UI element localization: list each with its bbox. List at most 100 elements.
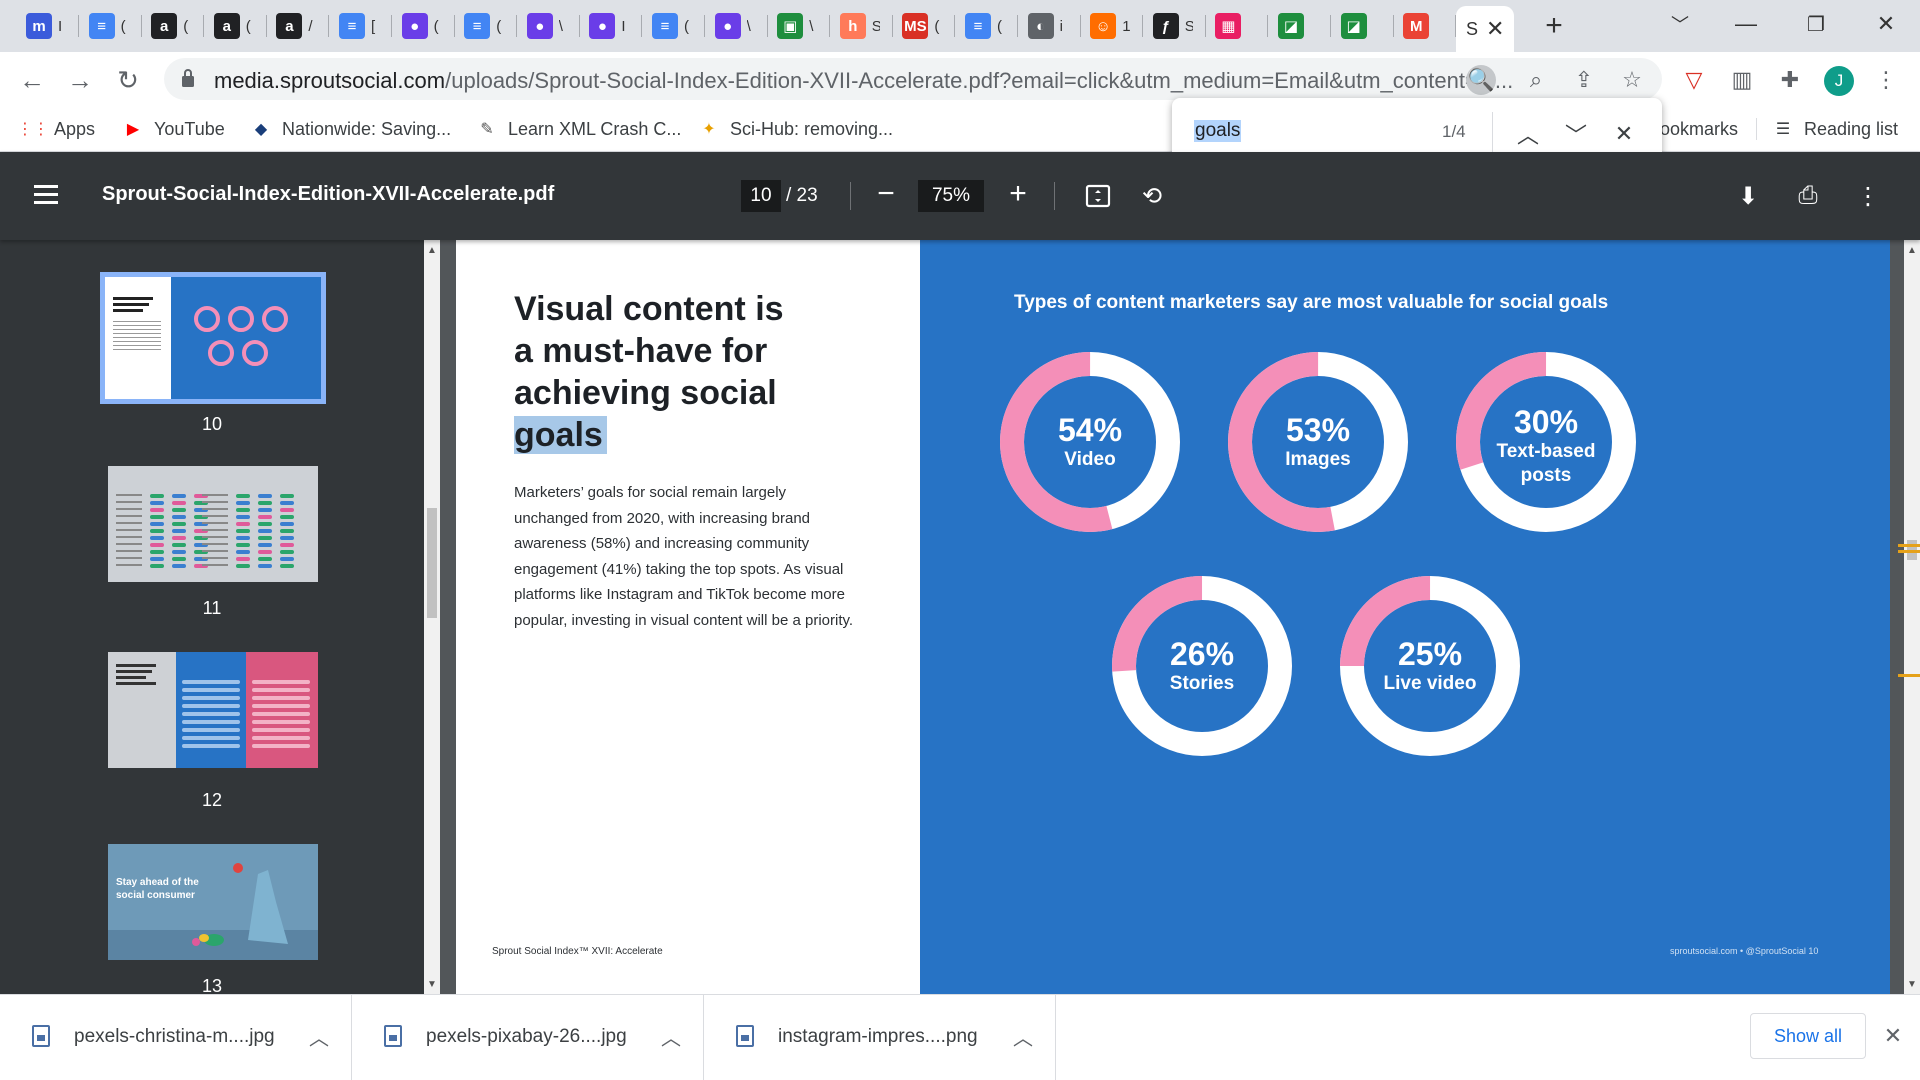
pocket-extension-icon[interactable]: ▽ [1685, 67, 1703, 92]
browser-tab[interactable]: a( [202, 0, 266, 52]
profile-avatar[interactable]: J [1824, 66, 1854, 96]
bookmark-star-icon[interactable]: ☆ [1622, 67, 1642, 92]
rotate-icon[interactable]: ⟲ [1141, 182, 1163, 210]
chrome-menu-icon[interactable]: ⋮ [1875, 67, 1897, 92]
browser-tab[interactable]: ≡( [640, 0, 704, 52]
download-item[interactable]: instagram-impres....png ︿ [704, 995, 1056, 1080]
browser-tab[interactable]: ☺ 1 [1078, 0, 1142, 52]
sidebar-scrollbar[interactable]: ▲ ▼ [424, 240, 440, 994]
bookmark-label: Nationwide: Saving... [282, 118, 452, 139]
other-bookmarks[interactable]: ookmarks [1660, 116, 1738, 142]
url-text[interactable]: media.sproutsocial.com/uploads/Sprout-So… [214, 68, 1614, 94]
reload-button[interactable]: ↻ [117, 64, 139, 95]
download-icon[interactable]: ⬇ [1737, 182, 1759, 210]
gmail-icon: M [1403, 13, 1430, 39]
thumbnail-page-11[interactable] [108, 466, 318, 582]
bookmark-item[interactable]: ✦ Sci-Hub: removing... [698, 116, 893, 142]
share-icon[interactable]: ⇪ [1574, 67, 1594, 92]
scroll-down-icon[interactable]: ▼ [427, 978, 437, 990]
download-item[interactable]: pexels-christina-m....jpg ︿ [0, 995, 352, 1080]
viewer-scrollbar[interactable]: ▲ ▼ [1904, 240, 1920, 994]
bookmark-label: YouTube [154, 118, 225, 139]
browser-tab[interactable]: ≡( [452, 0, 516, 52]
browser-tab[interactable]: ● I [577, 0, 641, 52]
browser-tab[interactable]: ◐ i [1016, 0, 1080, 52]
download-options-chevron-icon[interactable]: ︿ [1013, 1027, 1033, 1050]
back-button[interactable]: ← [19, 64, 45, 95]
tab-search-icon[interactable]: ﹀ [1671, 15, 1689, 35]
close-tab-icon[interactable]: ✕ [1486, 16, 1505, 41]
find-previous-icon[interactable]: ︿ [1516, 123, 1539, 148]
active-tab[interactable]: S ✕ [1456, 6, 1514, 52]
thumb11-table [108, 466, 318, 582]
scroll-up-icon[interactable]: ▲ [1907, 244, 1917, 256]
donut-category: Stories [1169, 673, 1235, 694]
close-download-bar-icon[interactable]: ✕ [1883, 1023, 1903, 1048]
browser-tab[interactable]: ●( [390, 0, 454, 52]
bookmark-item[interactable]: ◆ Nationwide: Saving... [250, 116, 451, 142]
scroll-up-icon[interactable]: ▲ [427, 244, 437, 256]
reader-extension-icon[interactable]: ▥ [1731, 67, 1753, 92]
bookmark-item[interactable]: ⋮⋮ Apps [17, 116, 95, 142]
zoom-out-button[interactable]: − [877, 177, 895, 210]
reading-list[interactable]: ☰ Reading list [1772, 116, 1898, 142]
chat-bubble-icon: ● [526, 13, 553, 39]
download-options-chevron-icon[interactable]: ︿ [661, 1027, 681, 1050]
extensions-puzzle-icon[interactable]: ✚ [1780, 67, 1800, 92]
find-next-icon[interactable]: ﹀ [1564, 123, 1587, 148]
browser-tab[interactable]: ≡( [953, 0, 1017, 52]
thumbnail-page-12[interactable] [108, 652, 318, 768]
zoom-in-button[interactable]: + [1009, 177, 1027, 210]
thumbnail-page-13[interactable]: Stay ahead of the social consumer [108, 844, 318, 960]
forward-button[interactable]: → [67, 64, 93, 95]
find-close-icon[interactable]: ✕ [1614, 121, 1634, 146]
browser-tab[interactable]: M [1391, 0, 1455, 52]
browser-tab[interactable]: ▣ \ [765, 0, 829, 52]
tab-separator [1142, 15, 1144, 37]
donut-segment [1340, 576, 1520, 756]
more-options-icon[interactable]: ⋮ [1856, 182, 1880, 210]
lock-icon[interactable] [180, 68, 196, 88]
page-number-input[interactable]: 10 [741, 180, 781, 212]
sidebar-scroll-thumb[interactable] [427, 508, 437, 618]
browser-tab[interactable]: ● \ [515, 0, 579, 52]
new-tab-button[interactable]: + [1545, 9, 1563, 42]
browser-tab[interactable]: MS ( [890, 0, 954, 52]
fit-page-icon[interactable] [1080, 178, 1116, 214]
show-all-downloads-button[interactable]: Show all [1750, 1013, 1866, 1059]
minimize-window-button[interactable]: — [1735, 11, 1757, 36]
browser-tab[interactable]: ▦ [1203, 0, 1267, 52]
donut-charts [1000, 352, 1636, 756]
browser-tab[interactable]: ◪ [1329, 0, 1393, 52]
find-in-page-icon[interactable]: 🔍 [1466, 65, 1496, 95]
zoom-input[interactable]: 75% [918, 180, 984, 212]
restore-window-button[interactable]: ❐ [1807, 13, 1825, 36]
scroll-down-icon[interactable]: ▼ [1907, 978, 1917, 990]
browser-tab[interactable]: ◪ [1266, 0, 1330, 52]
find-input[interactable]: goals [1194, 120, 1242, 142]
address-bar[interactable]: media.sproutsocial.com/uploads/Sprout-So… [164, 58, 1662, 100]
browser-tab[interactable]: ≡( [77, 0, 141, 52]
thumbnail-label-10: 10 [201, 414, 223, 434]
print-icon[interactable]: ⎙ [1798, 182, 1818, 209]
tab-separator [1017, 15, 1018, 37]
download-options-chevron-icon[interactable]: ︿ [309, 1027, 329, 1050]
browser-tab[interactable]: ≡[ [327, 0, 391, 52]
download-item[interactable]: pexels-pixabay-26....jpg ︿ [352, 995, 704, 1080]
thumbnail-page-10[interactable] [100, 272, 326, 404]
close-window-button[interactable]: ✕ [1876, 11, 1896, 36]
bookmark-item[interactable]: ✎ Learn XML Crash C... [476, 116, 681, 142]
pdf-viewer: Visual content is a must-have for achiev… [440, 240, 1904, 994]
zoom-icon[interactable]: ⌕ [1529, 67, 1543, 92]
browser-tab[interactable]: ● \ [703, 0, 767, 52]
browser-tab[interactable]: a( [139, 0, 203, 52]
tab-separator [1204, 15, 1206, 37]
browser-tab[interactable]: a / [264, 0, 328, 52]
chart-title: Types of content marketers say are most … [1014, 292, 1609, 313]
docs-icon: ≡ [88, 13, 115, 39]
pdf-sidebar-menu-icon[interactable] [34, 180, 66, 212]
bookmark-item[interactable]: ▶ YouTube [122, 116, 225, 142]
